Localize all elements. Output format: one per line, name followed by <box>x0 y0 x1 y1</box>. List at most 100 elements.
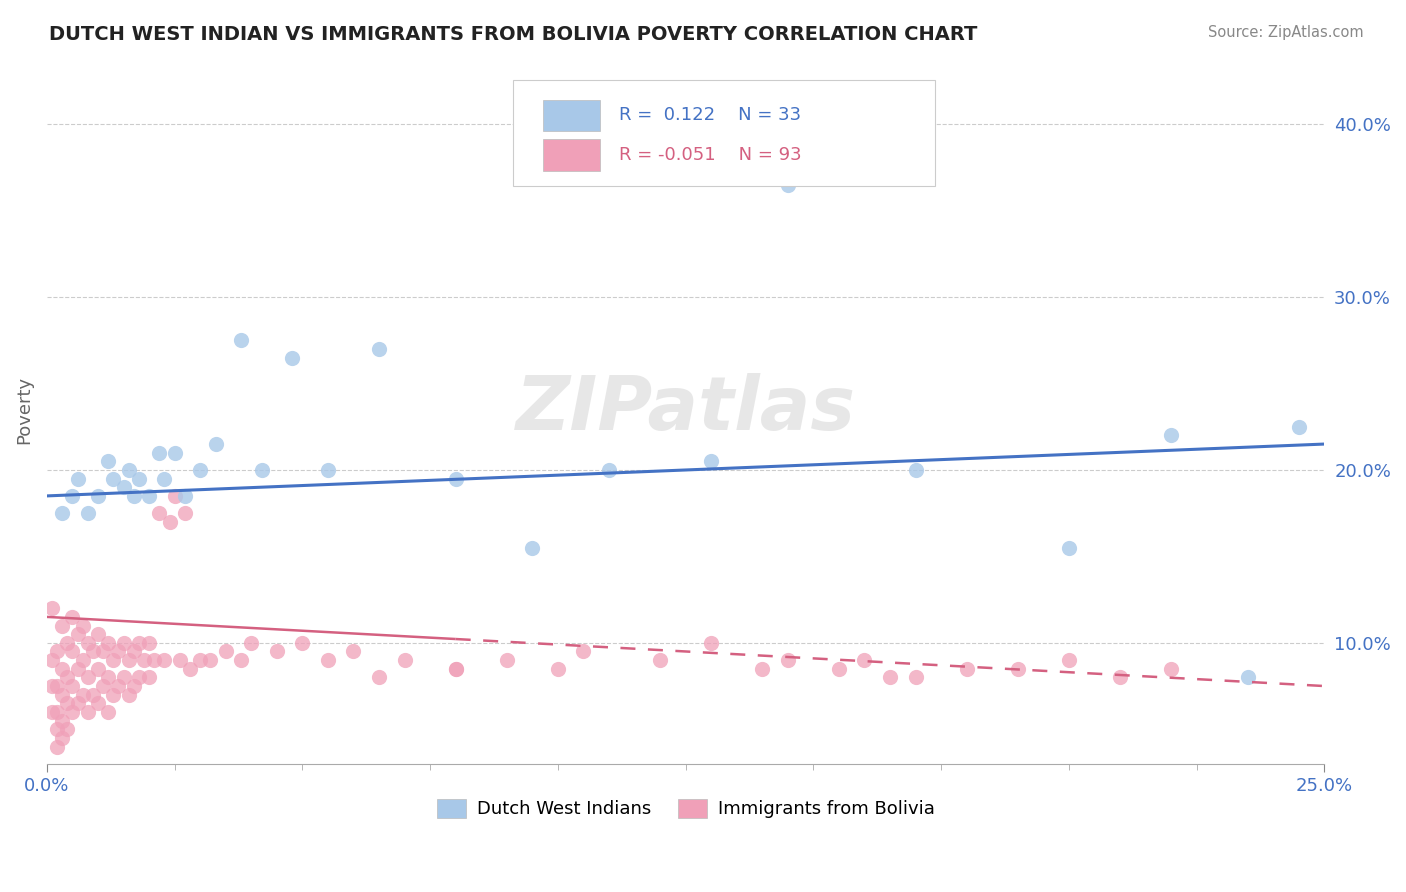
Point <box>46 644 69 658</box>
Text: Source: ZipAtlas.com: Source: ZipAtlas.com <box>1208 25 1364 40</box>
Point <box>700 454 723 468</box>
Point <box>316 463 339 477</box>
Point <box>143 653 166 667</box>
Point <box>56 696 79 710</box>
Point <box>148 506 170 520</box>
Point <box>368 342 391 356</box>
Legend: Dutch West Indians, Immigrants from Bolivia: Dutch West Indians, Immigrants from Boli… <box>430 792 942 826</box>
Point <box>522 541 544 555</box>
Point <box>56 723 79 737</box>
Point <box>444 662 467 676</box>
Point <box>153 472 176 486</box>
Point <box>118 463 141 477</box>
Point <box>103 472 125 486</box>
Point <box>828 662 851 676</box>
Point <box>87 489 110 503</box>
Point <box>97 636 120 650</box>
Point <box>1057 653 1080 667</box>
Point <box>163 489 186 503</box>
Point <box>240 636 263 650</box>
Point <box>62 610 84 624</box>
Point <box>66 662 89 676</box>
Point <box>200 653 222 667</box>
Point <box>97 670 120 684</box>
Point <box>51 731 73 745</box>
Point <box>62 489 84 503</box>
Y-axis label: Poverty: Poverty <box>15 376 32 443</box>
Point <box>173 489 195 503</box>
Point <box>132 653 155 667</box>
Point <box>41 705 63 719</box>
Point <box>51 688 73 702</box>
Point <box>444 472 467 486</box>
Point <box>107 679 129 693</box>
Point <box>394 653 416 667</box>
Point <box>87 696 110 710</box>
Point <box>122 489 145 503</box>
Point <box>1109 670 1132 684</box>
Point <box>700 636 723 650</box>
Point <box>76 705 98 719</box>
Point <box>879 670 901 684</box>
Point <box>128 636 150 650</box>
Point <box>122 679 145 693</box>
Point <box>904 463 927 477</box>
Point <box>62 705 84 719</box>
Point <box>112 636 135 650</box>
Point <box>229 334 252 348</box>
Text: R = -0.051    N = 93: R = -0.051 N = 93 <box>619 146 801 164</box>
Point <box>128 472 150 486</box>
Point <box>76 636 98 650</box>
Point <box>281 351 304 365</box>
Point <box>229 653 252 667</box>
Point <box>91 679 114 693</box>
Point <box>956 662 979 676</box>
Point <box>56 670 79 684</box>
Point <box>138 636 160 650</box>
Point <box>72 653 94 667</box>
Point <box>1057 541 1080 555</box>
Point <box>112 480 135 494</box>
Point <box>598 463 620 477</box>
Point <box>107 644 129 658</box>
Text: ZIPatlas: ZIPatlas <box>516 373 856 446</box>
Point <box>72 688 94 702</box>
Point <box>51 618 73 632</box>
Point <box>122 644 145 658</box>
Point <box>51 714 73 728</box>
Point <box>751 662 773 676</box>
Point <box>56 636 79 650</box>
Point <box>148 446 170 460</box>
Point <box>1007 662 1029 676</box>
Point <box>188 463 211 477</box>
Point <box>51 506 73 520</box>
Point <box>648 653 671 667</box>
Point <box>1160 428 1182 442</box>
Point <box>46 679 69 693</box>
Point <box>66 472 89 486</box>
Point <box>51 662 73 676</box>
Point <box>138 670 160 684</box>
Point <box>41 601 63 615</box>
Point <box>82 644 104 658</box>
Point <box>76 670 98 684</box>
Point <box>76 506 98 520</box>
Point <box>41 653 63 667</box>
Point <box>776 178 799 192</box>
Point <box>776 653 799 667</box>
Point <box>103 688 125 702</box>
Point <box>87 627 110 641</box>
Point <box>41 679 63 693</box>
Point <box>97 454 120 468</box>
Point <box>188 653 211 667</box>
Point <box>97 705 120 719</box>
Point <box>1288 419 1310 434</box>
Point <box>179 662 201 676</box>
Point <box>118 653 141 667</box>
Point <box>72 618 94 632</box>
FancyBboxPatch shape <box>513 80 935 186</box>
Point <box>82 688 104 702</box>
FancyBboxPatch shape <box>543 139 600 170</box>
Point <box>204 437 226 451</box>
Point <box>169 653 191 667</box>
